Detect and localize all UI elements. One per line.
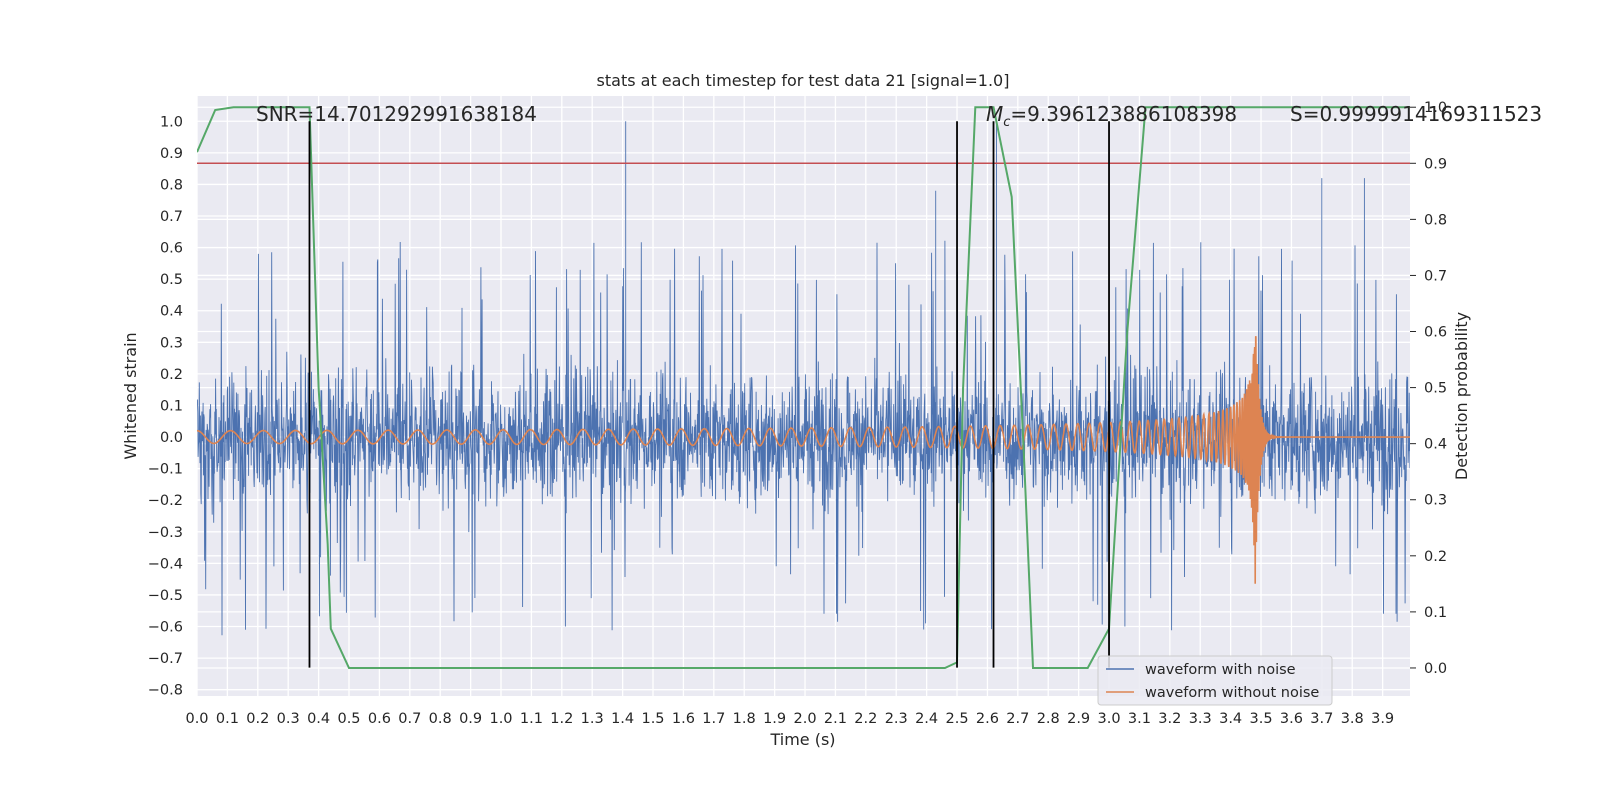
x-tick-label: 2.6 [976,711,999,727]
y-tick-label: 0.1 [160,398,183,414]
x-axis-label: Time (s) [769,730,835,749]
y2-tick-label: 0.3 [1424,493,1447,509]
y-tick-label: 0.7 [160,209,183,225]
y-tick-label: 0.4 [160,304,183,320]
y2-axis-label: Detection probability [1452,312,1471,480]
x-tick-label: 0.6 [368,711,391,727]
x-tick-label: 0.3 [277,711,300,727]
y-tick-label: 0.9 [160,146,183,162]
x-tick-label: 0.5 [337,711,360,727]
mc-subscript: c [1003,115,1010,130]
x-tick-label: 2.4 [915,711,938,727]
y-tick-label: −0.7 [148,651,183,667]
y2-tick-label: 0.4 [1424,437,1447,453]
y-tick-label: 1.0 [160,114,183,130]
x-tick-label: 3.3 [1189,711,1212,727]
y-tick-label: −0.5 [148,588,183,604]
x-tick-label: 2.1 [824,711,847,727]
y-tick-label: 0.3 [160,335,183,351]
y2-tick-label: 0.2 [1424,549,1447,565]
x-tick-label: 2.3 [885,711,908,727]
x-tick-label: 2.5 [945,711,968,727]
x-tick-label: 3.4 [1219,711,1242,727]
x-tick-label: 3.0 [1097,711,1120,727]
grid [196,96,1410,696]
x-tick-label: 1.9 [763,711,786,727]
y-tick-label: −0.4 [148,556,183,572]
y2-tick-label: 0.0 [1424,661,1447,677]
x-tick-label: 2.8 [1037,711,1060,727]
x-tick-label: 0.8 [429,711,452,727]
x-tick-label: 0.1 [216,711,239,727]
x-axis-ticks: 0.0 0.1 0.2 0.3 0.4 0.5 0.6 0.7 0.8 0.9 1.0 1.1 1.2 1… [185,711,1394,727]
y-tick-label: 0.5 [160,272,183,288]
x-tick-label: 3.2 [1158,711,1181,727]
legend-label-signal: waveform without noise [1145,685,1319,701]
series-waveform-without-noise [197,336,1410,584]
y-tick-label: −0.3 [148,525,183,541]
chirp-mass-annotation: Mc=9.396123886108398 [986,102,1237,130]
x-tick-label: 1.8 [733,711,756,727]
series-detection-probability [197,106,1410,669]
y2-tick-label: 0.6 [1424,325,1447,341]
snr-annotation: SNR=14.701292991638184 [256,102,537,126]
mc-value: =9.396123886108398 [1010,102,1237,126]
x-tick-label: 1.1 [520,711,543,727]
x-tick-label: 1.3 [581,711,604,727]
y-axis-ticks: 1.0 0.9 0.8 0.7 0.6 0.5 0.4 0.3 0.2 0.1 0.0 −0.1 −0.… [148,114,183,698]
chart-title: stats at each timestep for test data 21 … [597,71,1010,90]
y-tick-label: 0.2 [160,367,183,383]
x-tick-label: 1.0 [489,711,512,727]
x-tick-label: 2.7 [1006,711,1029,727]
y-tick-label: 0.8 [160,177,183,193]
y2-axis-ticks: 1.0 0.9 0.8 0.7 0.6 0.5 0.4 0.3 0.2 0.1 0.0 [1410,100,1447,677]
y2-tick-label: 0.1 [1424,605,1447,621]
legend: waveform with noise waveform without noi… [1097,655,1333,706]
x-tick-label: 2.0 [793,711,816,727]
x-tick-label: 0.7 [398,711,421,727]
x-tick-label: 1.2 [550,711,573,727]
y-tick-label: −0.2 [148,493,183,509]
y2-tick-label: 0.8 [1424,212,1447,228]
x-tick-label: 0.9 [459,711,482,727]
score-annotation: S=0.9999914169311523 [1290,102,1542,126]
y2-tick-label: 0.7 [1424,268,1447,284]
x-tick-label: 1.4 [611,711,634,727]
y-tick-label: −0.6 [148,620,183,636]
y-tick-label: −0.8 [148,683,183,699]
x-tick-label: 3.6 [1280,711,1303,727]
x-tick-label: 3.9 [1371,711,1394,727]
x-tick-label: 2.2 [854,711,877,727]
vertical-markers [308,121,1110,668]
mc-symbol: M [986,102,1003,126]
x-tick-label: 0.0 [185,711,208,727]
y-tick-label: −0.1 [148,462,183,478]
x-tick-label: 3.8 [1341,711,1364,727]
x-tick-label: 1.6 [672,711,695,727]
x-tick-label: 2.9 [1067,711,1090,727]
x-tick-label: 0.2 [246,711,269,727]
y2-tick-label: 0.5 [1424,381,1447,397]
y-tick-label: 0.6 [160,241,183,257]
y2-tick-label: 0.9 [1424,156,1447,172]
x-tick-label: 1.7 [702,711,725,727]
y-tick-label: 0.0 [160,430,183,446]
legend-box [1097,655,1333,706]
y2-tick-label: 1.0 [1424,100,1447,116]
y-axis-label: Whitened strain [121,332,140,459]
x-tick-label: 3.1 [1128,711,1151,727]
legend-label-noise: waveform with noise [1145,662,1296,678]
x-tick-label: 1.5 [641,711,664,727]
x-tick-label: 0.4 [307,711,330,727]
x-tick-label: 3.7 [1310,711,1333,727]
x-tick-label: 3.5 [1250,711,1273,727]
